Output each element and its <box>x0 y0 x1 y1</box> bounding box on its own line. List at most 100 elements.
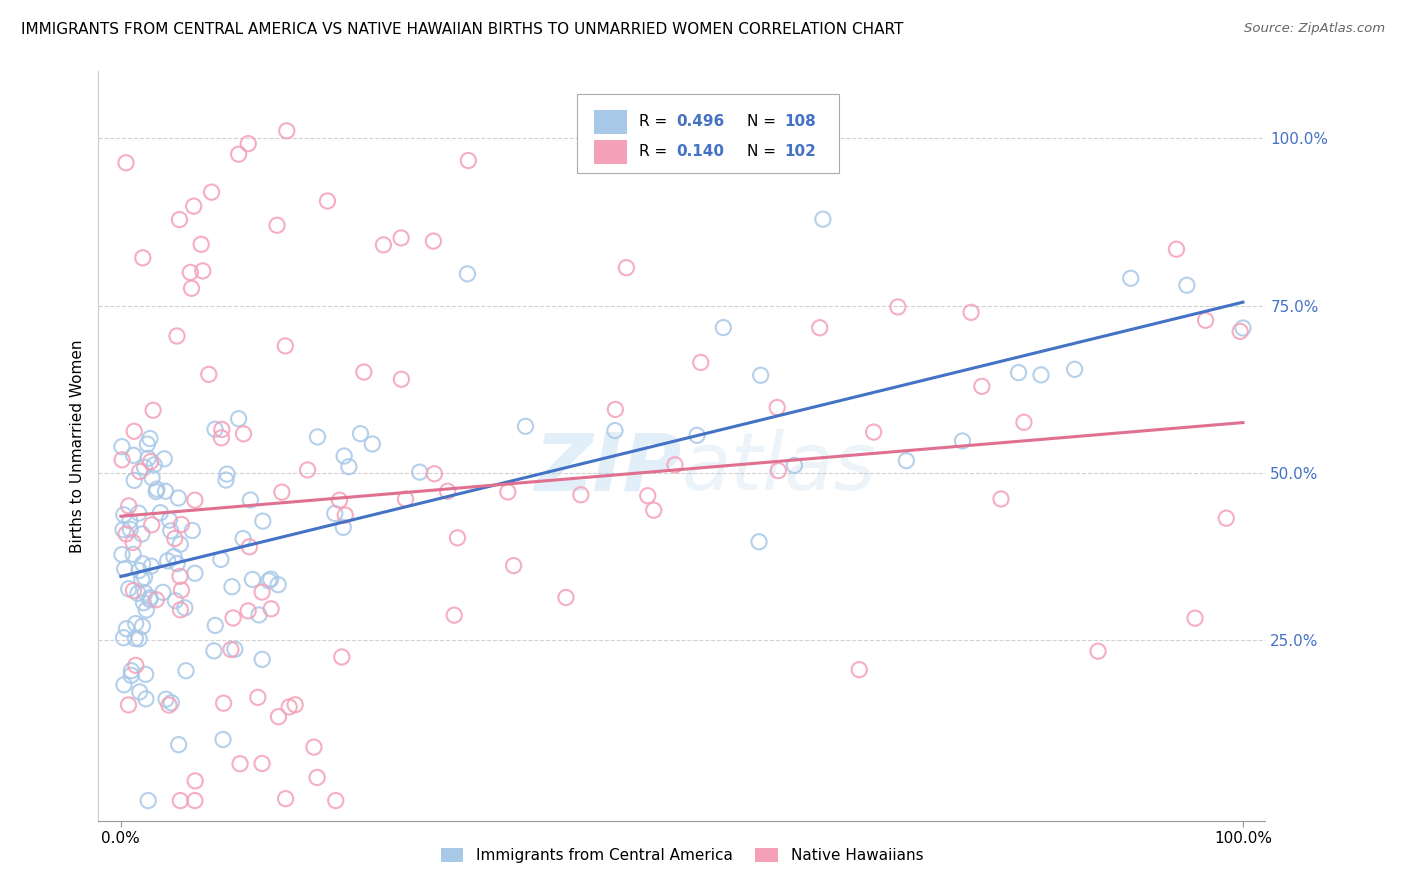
Point <box>170 517 193 532</box>
Point <box>128 564 150 578</box>
Point <box>118 582 141 596</box>
Point <box>202 644 225 658</box>
Point <box>236 604 259 618</box>
Point <box>166 557 188 571</box>
Point <box>128 506 150 520</box>
Point <box>307 430 329 444</box>
Point <box>131 573 153 587</box>
Point <box>276 124 298 138</box>
Point <box>139 592 162 607</box>
Point <box>394 491 416 506</box>
Point <box>748 534 770 549</box>
Point <box>637 489 659 503</box>
Point <box>166 329 188 343</box>
Point <box>260 572 283 586</box>
Point <box>232 426 254 441</box>
Point <box>180 281 202 295</box>
Point <box>157 698 180 712</box>
Point <box>848 663 870 677</box>
Y-axis label: Births to Unmarried Women: Births to Unmarried Women <box>69 339 84 553</box>
Point <box>142 403 165 417</box>
Point <box>122 474 145 488</box>
Point <box>132 251 155 265</box>
Point <box>267 577 290 591</box>
Point <box>115 622 138 636</box>
Point <box>183 199 205 213</box>
Point <box>112 508 135 522</box>
Point <box>686 428 709 442</box>
Point <box>135 603 157 617</box>
Point <box>141 517 163 532</box>
Point <box>443 608 465 623</box>
Point <box>896 453 918 467</box>
Point <box>135 667 157 681</box>
Text: 0.496: 0.496 <box>676 114 724 129</box>
Point <box>266 219 288 233</box>
Point <box>422 234 444 248</box>
Point <box>307 771 329 785</box>
Point <box>152 585 174 599</box>
Point <box>163 532 186 546</box>
Point <box>122 425 145 439</box>
Point <box>149 506 172 520</box>
Point <box>170 583 193 598</box>
Point <box>555 591 578 605</box>
Point <box>515 419 537 434</box>
Point <box>1087 644 1109 658</box>
Point <box>131 527 153 541</box>
Point <box>250 652 273 666</box>
Point <box>224 642 246 657</box>
Point <box>242 573 264 587</box>
Point <box>136 437 159 451</box>
Point <box>808 320 831 334</box>
Point <box>124 632 146 646</box>
Point <box>167 738 190 752</box>
Point <box>711 320 734 334</box>
Point <box>215 467 238 481</box>
Point <box>252 514 274 528</box>
Point <box>274 791 297 805</box>
Point <box>153 451 176 466</box>
Point <box>111 453 134 467</box>
Point <box>145 484 167 499</box>
Text: R =: R = <box>638 144 672 159</box>
Point <box>328 493 350 508</box>
Point <box>169 212 191 227</box>
Point <box>349 426 371 441</box>
Point <box>184 493 207 508</box>
Point <box>134 586 156 600</box>
Point <box>122 535 145 549</box>
Point <box>389 372 412 386</box>
Text: N =: N = <box>747 144 782 159</box>
Point <box>122 547 145 561</box>
Point <box>143 458 166 472</box>
Point <box>128 632 150 646</box>
Point <box>135 691 157 706</box>
Point <box>165 593 187 607</box>
Text: 108: 108 <box>785 114 817 129</box>
Point <box>257 574 280 588</box>
Text: ZIP: ZIP <box>534 429 682 508</box>
Point <box>1166 242 1188 256</box>
Point <box>862 425 884 439</box>
Point <box>1029 368 1052 382</box>
Point <box>212 732 235 747</box>
Point <box>302 740 325 755</box>
Point <box>117 698 139 712</box>
Point <box>136 451 159 466</box>
Legend: Immigrants from Central America, Native Hawaiians: Immigrants from Central America, Native … <box>434 842 929 869</box>
Text: 102: 102 <box>785 144 817 159</box>
Point <box>250 756 273 771</box>
Point <box>960 305 983 319</box>
Point <box>145 592 167 607</box>
Point <box>128 685 150 699</box>
Point <box>260 602 283 616</box>
Point <box>132 596 155 610</box>
Point <box>139 432 162 446</box>
Text: N =: N = <box>747 114 782 129</box>
Bar <box>595 139 627 163</box>
Point <box>215 473 238 487</box>
Point <box>115 527 138 541</box>
Point <box>120 522 142 536</box>
Point <box>184 794 207 808</box>
